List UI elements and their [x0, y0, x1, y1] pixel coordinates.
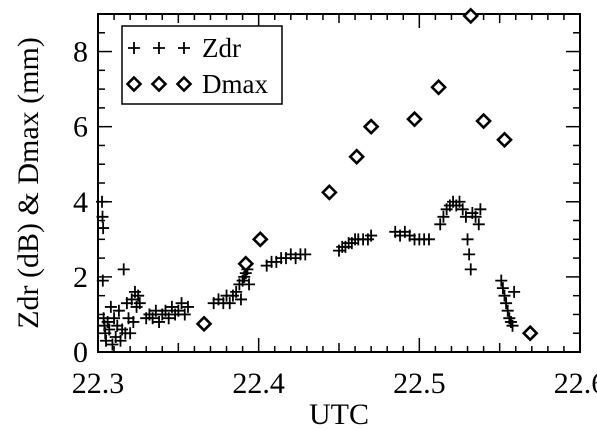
zdr-point	[96, 274, 109, 287]
zdr-point	[299, 248, 312, 261]
dmax-point	[496, 131, 513, 149]
dmax-point	[475, 112, 492, 130]
zdr-point	[506, 319, 519, 332]
dmax-point	[406, 110, 423, 128]
zdr-point	[464, 263, 477, 276]
y-tick-label: 4	[73, 186, 88, 219]
zdr-point	[500, 297, 513, 310]
x-tick-label: 22.6	[554, 367, 597, 400]
zdr-point	[461, 233, 474, 246]
x-tick-label: 22.3	[72, 367, 125, 400]
y-tick-label: 0	[73, 336, 88, 369]
zdr-point	[463, 248, 476, 261]
dmax-point	[321, 184, 338, 201]
zdr-point	[453, 195, 466, 208]
zdr-point	[496, 282, 509, 295]
zdr-point	[437, 210, 450, 223]
zdr-point	[162, 312, 175, 325]
zdr-point	[178, 308, 191, 321]
x-tick-label: 22.5	[393, 367, 446, 400]
dmax-point	[430, 78, 447, 96]
zdr-point	[101, 315, 114, 328]
dmax-point	[348, 148, 366, 166]
zdr-point	[230, 285, 243, 298]
zdr-point	[96, 210, 109, 223]
x-tick-label: 22.4	[232, 367, 285, 400]
zdr-point	[125, 293, 138, 306]
zdr-point	[96, 195, 109, 208]
legend-box	[121, 25, 283, 105]
legend-zdr-marker	[128, 42, 140, 54]
zdr-point	[146, 312, 159, 325]
zdr-point	[508, 285, 521, 298]
x-axis-title: UTC	[309, 398, 369, 430]
zdr-point	[153, 315, 166, 328]
zdr-point	[159, 304, 172, 317]
plot-area: 22.3 22.4 22.5 22.6 0 2 4 6 8 UTC Zdr (dB) & Dmax …	[12, 7, 597, 430]
zdr-point	[498, 289, 511, 302]
zdr-point	[474, 203, 487, 216]
dmax-point	[362, 118, 380, 136]
zdr-point	[114, 334, 127, 347]
legend-dmax-marker	[150, 75, 168, 93]
zdr-point	[104, 300, 117, 313]
dmax-point	[195, 315, 213, 333]
zdr-point	[133, 297, 146, 310]
legend-dmax-marker	[125, 75, 143, 93]
zdr-point	[469, 210, 482, 223]
zdr-point	[117, 263, 130, 276]
zdr-point	[365, 229, 378, 242]
zdr-point	[132, 289, 145, 302]
zdr-point	[223, 297, 236, 310]
zdr-point	[456, 203, 469, 216]
zdr-point	[108, 312, 121, 325]
zdr-point	[422, 233, 435, 246]
zdr-point	[100, 334, 113, 347]
y-tick-label: 6	[73, 111, 88, 144]
zdr-point	[234, 293, 247, 306]
zdr-point	[434, 218, 447, 231]
legend-zdr-marker	[178, 42, 190, 54]
zdr-point	[97, 222, 110, 235]
dmax-point	[237, 255, 255, 273]
zdr-point	[243, 278, 256, 291]
legend-label: Dmax	[202, 69, 268, 99]
legend-label: Zdr	[202, 33, 241, 63]
zdr-point	[127, 315, 140, 328]
zdr-point	[124, 327, 137, 340]
legend-dmax-marker	[175, 75, 193, 93]
zdr-point	[501, 304, 514, 317]
dmax-point	[251, 230, 269, 248]
y-tick-label: 2	[73, 261, 88, 294]
dmax-point	[462, 7, 480, 25]
y-tick-label: 8	[73, 36, 88, 69]
dmax-point	[521, 324, 539, 342]
zdr-point	[103, 323, 116, 336]
zdr-point	[172, 304, 185, 317]
zdr-point	[181, 300, 194, 313]
y-axis-title: Zdr (dB) & Dmax (mm)	[12, 37, 45, 329]
zdr-point	[495, 274, 508, 287]
zdr-point	[106, 338, 119, 351]
zdr-point	[112, 304, 125, 317]
legend-zdr-marker	[153, 42, 165, 54]
zdr-point	[165, 300, 178, 313]
zdr-point	[175, 297, 188, 310]
zdr-point	[472, 218, 485, 231]
